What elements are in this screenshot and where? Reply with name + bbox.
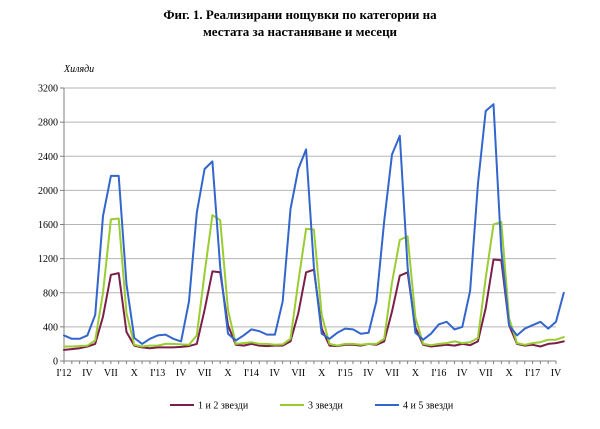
series-line-3 [63,103,565,345]
x-tick-label: X [412,368,420,379]
x-tick-label: X [131,368,139,379]
x-tick-label: IV [457,368,468,379]
chart-title-line-1: Фиг. 1. Реализирани нощувки по категории… [163,7,437,22]
gridlines [64,87,556,328]
x-tick-label: X [506,368,514,379]
series-line-2 [63,214,565,348]
x-tick-label: VII [385,368,399,379]
y-tick-label: 2400 [38,152,58,163]
x-axis-ticks: I'12 IV VII X I'13 IV VII X I'14 IV VII X I'15 IV VII X… [56,361,562,379]
x-tick-label: X [318,368,326,379]
y-axis-unit-label: Хиляди [63,64,94,75]
x-tick-label: VII [198,368,212,379]
y-tick-label: 2800 [38,118,58,129]
axes [63,88,556,362]
series-lines [63,103,565,351]
legend-label: 4 и 5 звезди [403,401,454,412]
y-axis-ticks: 0 400 800 1200 1600 2000 2400 2800 3200 [38,84,64,368]
y-tick-label: 800 [43,288,58,299]
legend-label: 1 и 2 звезди [198,401,249,412]
x-tick-label: IV [551,368,562,379]
x-tick-label: I'13 [150,368,165,379]
chart-title-line-2: местата за настаняване и месеци [203,24,398,39]
y-tick-label: 1200 [38,254,58,265]
x-tick-label: VII [479,368,493,379]
y-tick-label: 400 [43,322,58,333]
x-tick-label: IV [363,368,374,379]
x-tick-label: IV [176,368,187,379]
y-tick-label: 2000 [38,186,58,197]
x-tick-label: I'17 [525,368,540,379]
legend: 1 и 2 звезди 3 звезди 4 и 5 звезди [170,401,454,412]
x-tick-label: IV [82,368,93,379]
x-tick-label: X [224,368,232,379]
x-tick-label: I'12 [56,368,71,379]
y-tick-label: 1600 [38,220,58,231]
x-tick-label: VII [291,368,305,379]
y-tick-label: 0 [53,357,58,368]
x-tick-label: I'15 [338,368,353,379]
x-tick-label: I'14 [244,368,259,379]
x-tick-label: IV [270,368,281,379]
x-tick-label: I'16 [431,368,446,379]
legend-label: 3 звезди [308,401,344,412]
x-tick-label: VII [104,368,118,379]
y-tick-label: 3200 [38,84,58,95]
